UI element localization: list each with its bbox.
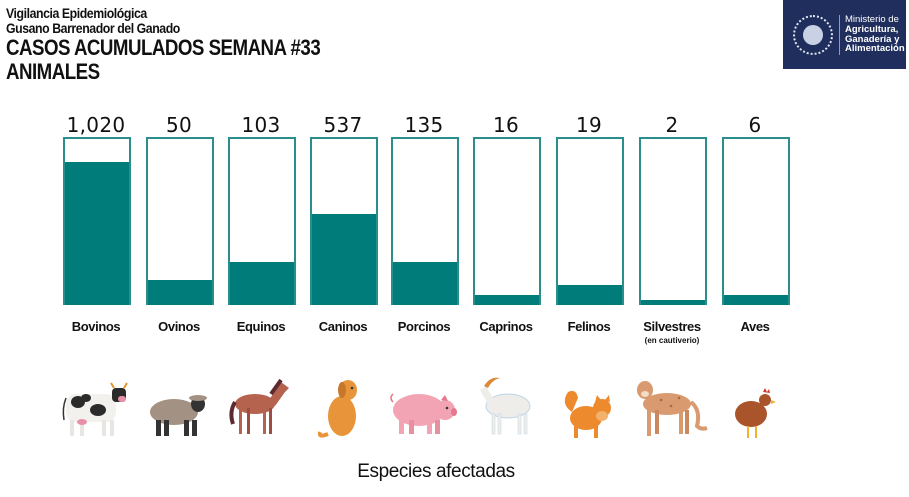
hen-icon — [714, 360, 794, 440]
bar-frame — [228, 137, 296, 305]
horse-icon — [220, 360, 300, 440]
data-label: 6 — [748, 113, 762, 137]
x-tick-note: (en cautiverio) — [644, 336, 700, 345]
cat-icon — [548, 360, 628, 440]
cow-icon — [55, 360, 135, 440]
bar-frame — [556, 137, 624, 305]
logo-line-2: Agricultura, — [845, 23, 899, 35]
header-line-2: Gusano Barrenador del Ganado — [6, 20, 180, 36]
bar-frame — [639, 137, 707, 305]
data-label: 2 — [665, 113, 679, 137]
bar-frame — [310, 137, 378, 305]
x-axis-label: Especies afectadas — [357, 461, 515, 482]
x-tick-label: Caninos — [318, 319, 368, 334]
chart-title: CASOS ACUMULADOS SEMANA #33 — [6, 35, 321, 60]
bar — [641, 300, 705, 305]
chart-subtitle: ANIMALES — [6, 59, 100, 84]
bar — [558, 285, 622, 305]
x-tick-label: Porcinos — [397, 319, 451, 334]
bar — [475, 295, 539, 305]
sheep-icon — [138, 360, 218, 440]
logo-line-1: Ministerio de — [845, 13, 899, 25]
data-label: 16 — [492, 113, 520, 137]
bar-frame — [391, 137, 459, 305]
bar-frame — [722, 137, 790, 305]
data-label: 135 — [404, 113, 444, 137]
x-tick-label: Caprinos — [479, 319, 533, 334]
dog-icon — [302, 360, 382, 440]
x-tick-label: Bovinos — [71, 319, 121, 334]
header-line-1: Vigilancia Epidemiológica — [6, 5, 147, 21]
ministry-logo: Ministerio de Agricultura, Ganadería y A… — [783, 0, 906, 69]
logo-line-4: Alimentación — [845, 43, 905, 55]
header: Vigilancia Epidemiológica Gusano Barrena… — [6, 6, 376, 83]
bar — [148, 280, 212, 305]
bar-frame — [146, 137, 214, 305]
logo-line-3: Ganadería y — [845, 33, 900, 45]
data-label: 537 — [323, 113, 363, 137]
goat-icon — [465, 360, 545, 440]
bar — [312, 213, 376, 305]
data-label: 50 — [165, 113, 193, 137]
bar — [393, 261, 457, 305]
bar-frame — [63, 137, 131, 305]
x-tick-label: Aves — [740, 319, 770, 334]
x-tick-label: Silvestres — [643, 319, 701, 334]
data-label: 19 — [575, 113, 603, 137]
bar — [724, 295, 788, 305]
data-label: 103 — [241, 113, 281, 137]
coat-of-arms-icon — [793, 14, 833, 55]
bar — [65, 162, 129, 305]
x-tick-label: Felinos — [567, 319, 611, 334]
logo-divider — [839, 14, 840, 55]
pig-icon — [383, 360, 463, 440]
x-tick-label: Equinos — [236, 319, 286, 334]
bar-frame — [473, 137, 541, 305]
puma-icon — [631, 360, 711, 440]
data-label: 1,020 — [66, 113, 126, 137]
x-tick-label: Ovinos — [158, 319, 200, 334]
bar — [230, 261, 294, 305]
